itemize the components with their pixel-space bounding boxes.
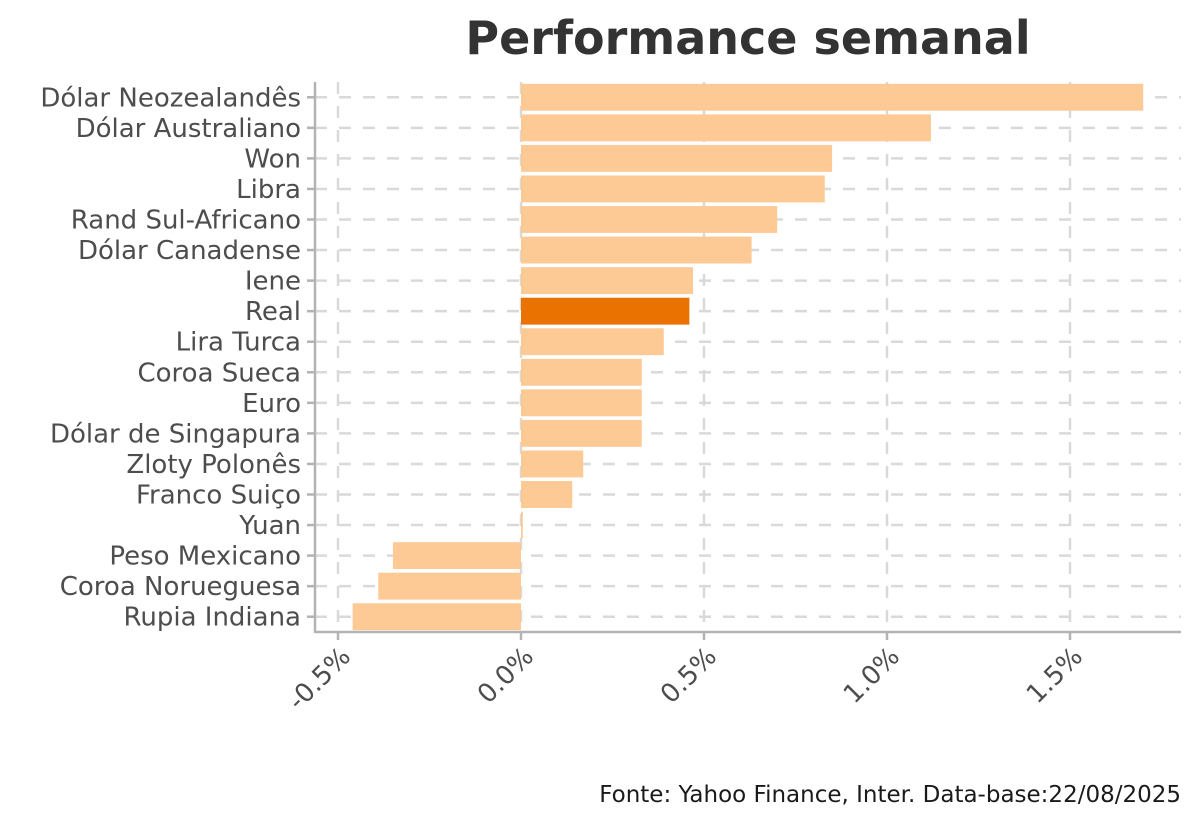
category-label-dolar-de-singapura: Dólar de Singapura — [50, 419, 301, 449]
category-label-won: Won — [244, 144, 301, 174]
bar-real — [521, 297, 690, 325]
bar-euro — [521, 389, 642, 417]
bar-rupia-indiana — [352, 603, 521, 631]
bar-dolar-de-singapura — [521, 419, 642, 447]
category-label-zloty-polones: Zloty Polonês — [126, 450, 301, 480]
bar-coroa-norueguesa — [378, 572, 521, 600]
category-label-peso-mexicano: Peso Mexicano — [109, 542, 301, 572]
x-tick-label-1: 0.0% — [472, 642, 540, 710]
axes — [307, 82, 1181, 640]
category-label-rand-sul-africano: Rand Sul-Africano — [71, 206, 301, 236]
category-label-dolar-australiano: Dólar Australiano — [76, 114, 301, 144]
bar-lira-turca — [521, 328, 664, 356]
x-tick-label-0: -0.5% — [282, 642, 357, 717]
bar-dolar-canadense — [521, 236, 752, 264]
category-label-rupia-indiana: Rupia Indiana — [123, 603, 301, 633]
x-tick-label-2: 0.5% — [655, 642, 723, 710]
chart-caption: Fonte: Yahoo Finance, Inter. Data-base:2… — [599, 782, 1181, 808]
category-label-yuan: Yuan — [238, 511, 301, 541]
bars — [352, 83, 1144, 631]
bar-franco-suico — [521, 481, 573, 508]
bar-coroa-sueca — [521, 358, 642, 386]
category-label-dolar-canadense: Dólar Canadense — [78, 236, 301, 266]
bar-rand-sul-africano — [521, 206, 778, 233]
category-label-libra: Libra — [236, 175, 301, 205]
bar-won — [521, 144, 833, 172]
chart-title: Performance semanal — [465, 11, 1030, 65]
bar-dolar-australiano — [521, 114, 931, 142]
category-label-real: Real — [245, 297, 301, 327]
x-tick-label-3: 1.0% — [838, 642, 906, 710]
category-label-dolar-neozealandes: Dólar Neozealandês — [40, 83, 301, 113]
bar-libra — [521, 175, 825, 203]
category-label-euro: Euro — [242, 389, 301, 419]
category-label-coroa-norueguesa: Coroa Norueguesa — [60, 572, 301, 602]
category-label-franco-suico: Franco Suiço — [136, 481, 301, 511]
grid-lines — [315, 82, 1181, 632]
bar-iene — [521, 267, 694, 295]
bar-yuan — [521, 511, 523, 539]
x-tick-labels: -0.5% 0.0% 0.5% 1.0% 1.5% — [282, 642, 1089, 717]
x-tick-label-4: 1.5% — [1021, 642, 1089, 710]
category-label-iene: Iene — [245, 267, 301, 297]
bar-zloty-polones — [521, 450, 584, 478]
bar-dolar-neozealandes — [521, 83, 1144, 111]
category-label-coroa-sueca: Coroa Sueca — [138, 358, 302, 388]
bar-peso-mexicano — [392, 542, 521, 570]
category-label-lira-turca: Lira Turca — [176, 328, 301, 358]
